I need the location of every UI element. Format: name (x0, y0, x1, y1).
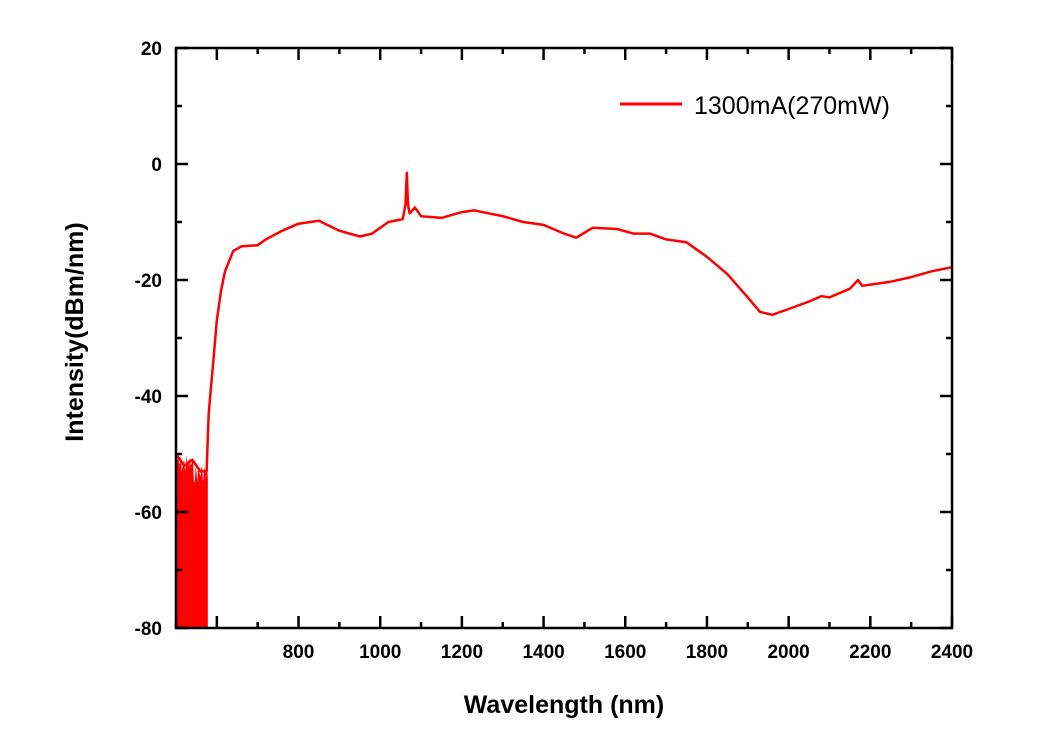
plot-area (174, 171, 953, 628)
x-tick-label: 800 (283, 642, 315, 663)
x-tick-label: 1200 (441, 642, 483, 663)
x-axis-title: Wavelength (nm) (464, 691, 664, 719)
legend: 1300mA(270mW) (620, 92, 890, 120)
x-tick-label: 2000 (767, 642, 809, 663)
axes: 800 1000 1200 1400 1600 1800 2000 2200 2400 20 0 -2… (135, 39, 974, 663)
x-tick-label: 1600 (604, 642, 646, 663)
noise-floor-fill (176, 455, 208, 628)
y-tick-label: -60 (135, 503, 162, 524)
y-tick-label: -40 (135, 387, 162, 408)
plot-frame (174, 46, 954, 630)
legend-label: 1300mA(270mW) (694, 92, 890, 120)
x-tick-label: 1400 (522, 642, 564, 663)
y-tick-label: -20 (135, 271, 162, 292)
x-tick-label: 1000 (359, 642, 401, 663)
y-axis-title: Intensity(dBm/nm) (61, 222, 89, 441)
y-tick-label: 0 (151, 155, 162, 176)
x-tick-label: 2400 (931, 642, 973, 663)
x-tick-label: 2200 (849, 642, 891, 663)
x-tick-label: 1800 (686, 642, 728, 663)
y-tick-label: -80 (135, 619, 162, 640)
y-tick-label: 20 (141, 39, 162, 60)
series-line-1300mA (174, 171, 953, 473)
